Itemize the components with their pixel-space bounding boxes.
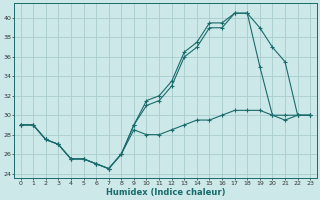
X-axis label: Humidex (Indice chaleur): Humidex (Indice chaleur) xyxy=(106,188,225,197)
